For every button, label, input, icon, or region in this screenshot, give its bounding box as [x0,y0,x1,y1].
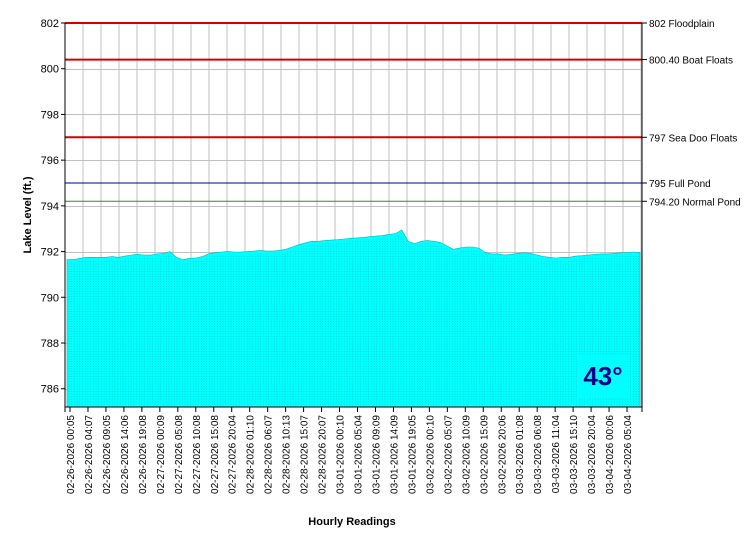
x-axis-label: Hourly Readings [308,516,395,528]
x-tick-label: 02-27-2026 20:04 [228,415,239,494]
x-tick-label: 03-02-2026 00:10 [425,415,436,494]
axes [64,23,643,412]
temperature-badge: 43° [578,355,628,397]
x-tick-label: 02-28-2026 15:07 [300,415,311,494]
x-tick-label: 03-03-2026 01:08 [515,415,526,494]
x-tick-label: 02-28-2026 01:10 [246,415,257,494]
y-tick-label: 792 [41,247,59,259]
x-tick-label: 03-03-2026 06:08 [533,415,544,494]
y-tick-label: 800 [41,64,59,76]
x-tick-label: 03-01-2026 19:05 [407,415,418,494]
x-axis-ticks: 02-26-2026 00:05 02-26-2026 04:07 02-26-20… [66,407,634,494]
reference-label: 797 Sea Doo Floats [649,133,737,144]
x-tick-label: 02-26-2026 19:08 [138,415,149,494]
x-tick-label: 03-03-2026 11:04 [551,415,562,494]
x-tick-label: 03-01-2026 14:09 [389,415,400,494]
y-tick-label: 790 [41,292,59,304]
y-tick-label: 786 [41,384,59,396]
x-tick-label: 03-01-2026 09:09 [372,415,383,494]
reference-label: 794.20 Normal Pond [649,197,741,208]
reference-lines: 802 Floodplain 800.40 Boat Floats 797 Sea … [65,19,741,208]
x-tick-label: 03-02-2026 20:06 [497,415,508,494]
x-tick-label: 02-26-2026 04:07 [84,415,95,494]
y-tick-label: 802 [41,18,59,30]
x-tick-label: 03-03-2026 15:10 [569,415,580,494]
reference-label: 795 Full Pond [649,179,711,190]
x-tick-label: 03-02-2026 05:07 [443,415,454,494]
y-axis-label: Lake Level (ft.) [22,176,34,253]
x-tick-label: 02-26-2026 00:05 [66,415,77,494]
x-tick-label: 03-04-2026 05:04 [623,415,634,494]
x-tick-label: 02-28-2026 06:07 [264,415,275,494]
reference-label: 802 Floodplain [649,19,715,30]
x-tick-label: 03-03-2026 20:04 [587,415,598,494]
x-tick-label: 03-01-2026 05:04 [354,415,365,494]
y-axis-ticks: 786 788 790 792 794 796 798 800 802 [41,18,65,396]
x-tick-label: 02-28-2026 20:07 [318,415,329,494]
y-tick-label: 788 [41,338,59,350]
x-tick-label: 02-27-2026 10:08 [192,415,203,494]
x-tick-label: 03-01-2026 00:10 [336,415,347,494]
reference-label: 800.40 Boat Floats [649,56,733,67]
x-tick-label: 02-27-2026 00:09 [156,415,167,494]
x-tick-label: 03-02-2026 10:09 [461,415,472,494]
y-tick-label: 794 [41,201,59,213]
lake-level-area-series [66,229,641,408]
y-tick-label: 798 [41,109,59,121]
x-tick-label: 02-26-2026 09:05 [102,415,113,494]
lake-level-area [66,229,641,408]
x-tick-label: 02-26-2026 14:06 [120,415,131,494]
x-tick-label: 02-28-2026 10:13 [282,415,293,494]
x-tick-label: 03-04-2026 00:06 [605,415,616,494]
x-tick-label: 03-02-2026 15:09 [479,415,490,494]
y-tick-label: 796 [41,155,59,167]
x-tick-label: 02-27-2026 05:08 [174,415,185,494]
x-tick-label: 02-27-2026 15:08 [210,415,221,494]
